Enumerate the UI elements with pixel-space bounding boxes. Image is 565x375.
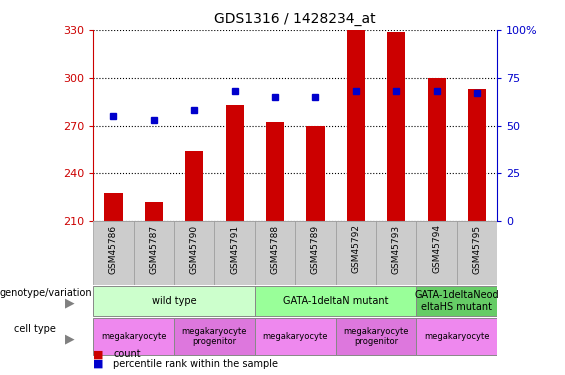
FancyBboxPatch shape (255, 221, 295, 285)
Text: GSM45786: GSM45786 (109, 224, 118, 274)
Text: ▶: ▶ (65, 296, 75, 309)
Text: GSM45792: GSM45792 (351, 224, 360, 273)
Text: GSM45787: GSM45787 (149, 224, 158, 274)
Bar (347, 30, 365, 221)
Text: percentile rank within the sample: percentile rank within the sample (113, 359, 278, 369)
Text: genotype/variation: genotype/variation (0, 288, 93, 298)
Text: GSM45794: GSM45794 (432, 224, 441, 273)
FancyBboxPatch shape (416, 221, 457, 285)
FancyBboxPatch shape (416, 286, 497, 316)
Text: GATA-1deltaN mutant: GATA-1deltaN mutant (283, 296, 388, 306)
Bar (428, 78, 446, 221)
FancyBboxPatch shape (457, 221, 497, 285)
FancyBboxPatch shape (376, 221, 416, 285)
FancyBboxPatch shape (93, 286, 255, 316)
Text: GSM45790: GSM45790 (190, 224, 199, 274)
Text: GSM45791: GSM45791 (230, 224, 239, 274)
FancyBboxPatch shape (93, 221, 133, 285)
Title: GDS1316 / 1428234_at: GDS1316 / 1428234_at (214, 12, 376, 26)
FancyBboxPatch shape (336, 221, 376, 285)
Bar (225, 105, 244, 221)
Text: count: count (113, 350, 141, 359)
FancyBboxPatch shape (255, 318, 336, 356)
Text: megakaryocyte: megakaryocyte (101, 332, 166, 341)
Bar (266, 122, 284, 221)
Text: wild type: wild type (152, 296, 196, 306)
FancyBboxPatch shape (255, 286, 416, 316)
Text: GSM45789: GSM45789 (311, 224, 320, 274)
Text: GSM45795: GSM45795 (472, 224, 481, 274)
FancyBboxPatch shape (93, 318, 174, 356)
FancyBboxPatch shape (336, 318, 416, 356)
Bar (185, 151, 203, 221)
Bar (387, 32, 405, 221)
Text: GSM45793: GSM45793 (392, 224, 401, 274)
FancyBboxPatch shape (133, 221, 174, 285)
Text: megakaryocyte: megakaryocyte (424, 332, 489, 341)
Text: megakaryocyte: megakaryocyte (263, 332, 328, 341)
FancyBboxPatch shape (174, 221, 215, 285)
Text: ■: ■ (93, 359, 104, 369)
Text: ■: ■ (93, 350, 104, 359)
FancyBboxPatch shape (295, 221, 336, 285)
Text: megakaryocyte
progenitor: megakaryocyte progenitor (344, 327, 408, 346)
FancyBboxPatch shape (416, 318, 497, 356)
Text: ▶: ▶ (65, 332, 75, 345)
Text: cell type: cell type (14, 324, 56, 334)
Bar (468, 89, 486, 221)
Bar (145, 202, 163, 221)
Bar (306, 126, 324, 221)
Text: megakaryocyte
progenitor: megakaryocyte progenitor (182, 327, 247, 346)
Text: GSM45788: GSM45788 (271, 224, 280, 274)
FancyBboxPatch shape (215, 221, 255, 285)
Bar (105, 193, 123, 221)
FancyBboxPatch shape (174, 318, 255, 356)
Text: GATA-1deltaNeod
eltaHS mutant: GATA-1deltaNeod eltaHS mutant (415, 290, 499, 312)
